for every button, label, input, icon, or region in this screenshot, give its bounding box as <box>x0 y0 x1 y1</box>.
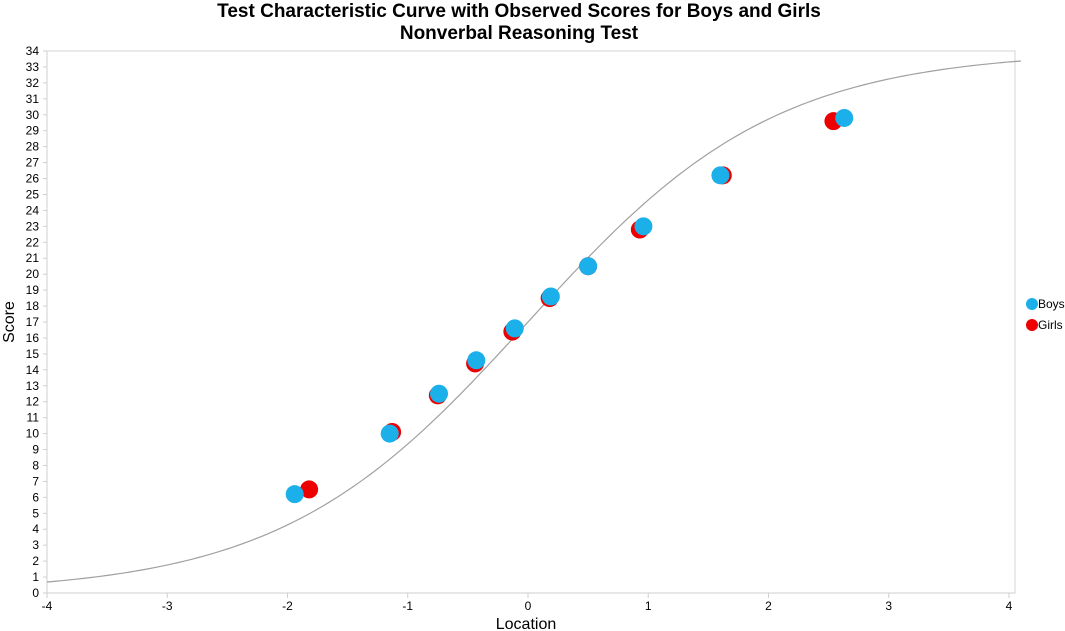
y-tick-label: 23 <box>26 219 40 233</box>
y-axis-ticks: 0123456789101112131415161718192021222324… <box>26 44 47 600</box>
y-tick-label: 7 <box>32 474 39 488</box>
x-tick-label: 2 <box>765 599 772 613</box>
y-tick-label: 27 <box>26 156 40 170</box>
y-tick-label: 2 <box>32 554 39 568</box>
y-tick-label: 0 <box>32 586 39 600</box>
x-tick-label: 3 <box>885 599 892 613</box>
y-tick-label: 13 <box>26 379 40 393</box>
y-tick-label: 10 <box>26 427 40 441</box>
y-tick-label: 19 <box>26 283 40 297</box>
point-boys <box>505 319 524 338</box>
x-tick-label: 1 <box>645 599 652 613</box>
y-tick-label: 33 <box>26 60 40 74</box>
characteristic-curve <box>46 60 1022 583</box>
y-tick-label: 24 <box>26 203 40 217</box>
y-tick-label: 4 <box>32 522 39 536</box>
x-tick-label: -3 <box>162 599 173 613</box>
point-boys <box>541 287 560 306</box>
y-tick-label: 15 <box>26 347 40 361</box>
y-tick-label: 20 <box>26 267 40 281</box>
chart-title: Test Characteristic Curve with Observed … <box>217 1 821 22</box>
x-tick-label: 4 <box>1006 599 1013 613</box>
y-tick-label: 25 <box>26 187 40 201</box>
point-boys <box>285 485 304 504</box>
y-tick-label: 30 <box>26 108 40 122</box>
point-girls <box>300 480 319 499</box>
x-tick-label: 0 <box>525 599 532 613</box>
y-tick-label: 34 <box>26 44 40 58</box>
legend: Boys Girls <box>1026 297 1065 332</box>
y-tick-label: 12 <box>26 395 40 409</box>
legend-label-boys: Boys <box>1038 297 1065 311</box>
y-tick-label: 8 <box>32 458 39 472</box>
point-boys <box>467 351 486 370</box>
legend-marker-girls <box>1026 319 1038 331</box>
y-tick-label: 18 <box>26 299 40 313</box>
y-tick-label: 5 <box>32 506 39 520</box>
y-tick-label: 3 <box>32 538 39 552</box>
point-boys <box>380 424 399 443</box>
y-tick-label: 16 <box>26 331 40 345</box>
y-tick-label: 17 <box>26 315 40 329</box>
legend-label-girls: Girls <box>1038 318 1063 332</box>
y-tick-label: 11 <box>27 411 40 425</box>
y-tick-label: 29 <box>26 124 40 138</box>
plot-area <box>46 50 1016 594</box>
y-tick-label: 28 <box>26 140 40 154</box>
y-tick-label: 31 <box>26 92 40 106</box>
y-tick-label: 32 <box>26 76 40 90</box>
y-tick-label: 1 <box>32 570 39 584</box>
y-tick-label: 22 <box>26 235 40 249</box>
y-tick-label: 26 <box>26 172 40 186</box>
chart-subtitle: Nonverbal Reasoning Test <box>400 23 639 44</box>
point-boys <box>835 108 854 127</box>
data-points <box>285 108 854 504</box>
point-boys <box>579 257 598 276</box>
y-tick-label: 6 <box>32 490 39 504</box>
x-axis-ticks: -4 -3 -2 -1 0 1 2 3 4 <box>42 593 1013 613</box>
x-axis-label: Location <box>496 616 557 631</box>
y-axis-label: Score <box>1 301 18 343</box>
point-boys <box>711 166 730 185</box>
point-boys <box>634 217 653 236</box>
y-tick-label: 21 <box>26 251 40 265</box>
y-tick-label: 14 <box>26 363 40 377</box>
legend-marker-boys <box>1026 298 1038 310</box>
point-boys <box>430 384 449 403</box>
x-tick-label: -4 <box>42 599 53 613</box>
x-tick-label: -1 <box>402 599 413 613</box>
y-tick-label: 9 <box>32 443 39 457</box>
x-tick-label: -2 <box>282 599 293 613</box>
